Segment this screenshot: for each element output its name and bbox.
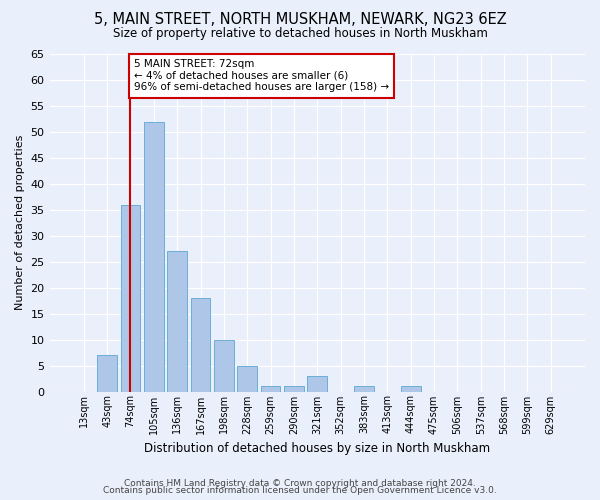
- Bar: [214, 340, 234, 392]
- Bar: [144, 122, 164, 392]
- Bar: [238, 366, 257, 392]
- Y-axis label: Number of detached properties: Number of detached properties: [15, 135, 25, 310]
- Bar: [401, 386, 421, 392]
- Text: Contains public sector information licensed under the Open Government Licence v3: Contains public sector information licen…: [103, 486, 497, 495]
- Bar: [191, 298, 211, 392]
- Bar: [354, 386, 374, 392]
- Bar: [121, 204, 140, 392]
- Text: Size of property relative to detached houses in North Muskham: Size of property relative to detached ho…: [113, 28, 487, 40]
- Text: 5, MAIN STREET, NORTH MUSKHAM, NEWARK, NG23 6EZ: 5, MAIN STREET, NORTH MUSKHAM, NEWARK, N…: [94, 12, 506, 28]
- Bar: [167, 252, 187, 392]
- X-axis label: Distribution of detached houses by size in North Muskham: Distribution of detached houses by size …: [144, 442, 490, 455]
- Bar: [97, 355, 117, 392]
- Text: Contains HM Land Registry data © Crown copyright and database right 2024.: Contains HM Land Registry data © Crown c…: [124, 478, 476, 488]
- Text: 5 MAIN STREET: 72sqm
← 4% of detached houses are smaller (6)
96% of semi-detache: 5 MAIN STREET: 72sqm ← 4% of detached ho…: [134, 59, 389, 92]
- Bar: [307, 376, 327, 392]
- Bar: [284, 386, 304, 392]
- Bar: [260, 386, 280, 392]
